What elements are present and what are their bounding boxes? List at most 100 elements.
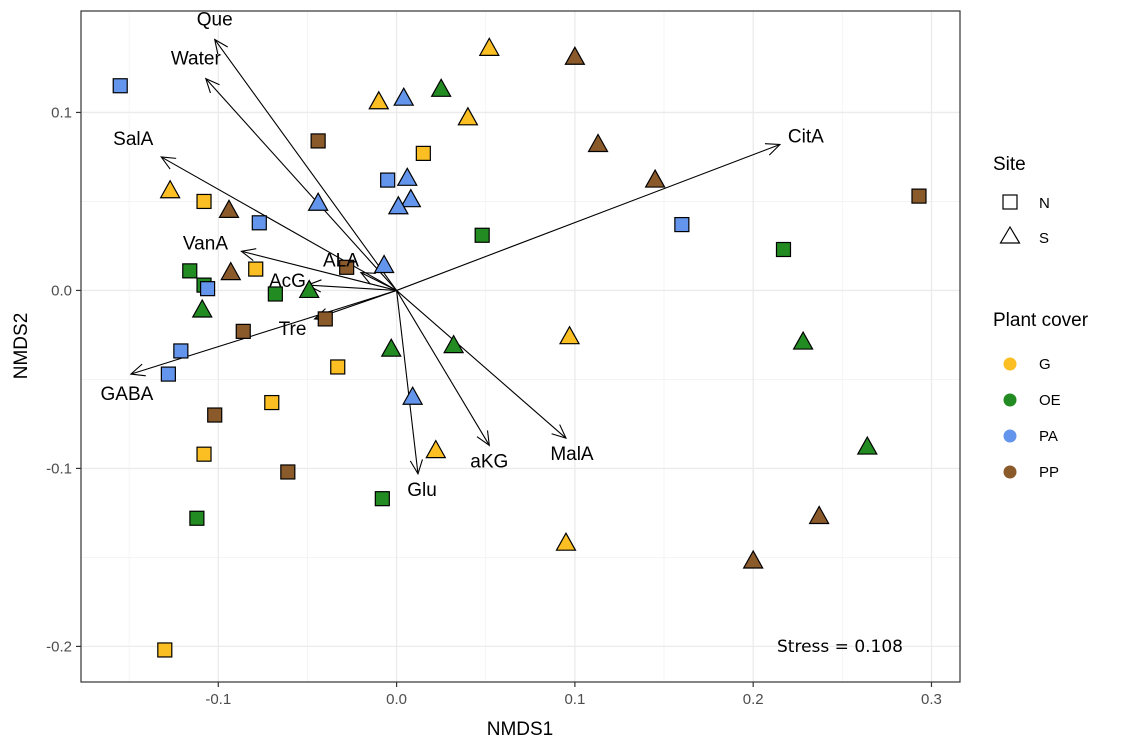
axis-ticks: -0.1 0.0 0.1 0.2 0.3 -0.2 -0.1 0.0 0.1 [46,104,942,708]
point-triangle [220,261,242,281]
vector-arrow [360,272,397,291]
point-square [251,215,267,231]
point-square [674,216,690,233]
point-triangle [555,531,577,551]
legend: Site N S Plant cover G OE PA PP [993,154,1089,481]
point-triangle [478,37,500,56]
point-square [173,343,189,359]
panel-border [80,10,961,683]
y-tick-label: -0.2 [46,638,72,655]
vector-label: Water [171,49,222,70]
point-square [339,259,355,275]
point-square [160,366,176,382]
legend-dot-pp [1003,465,1017,479]
legend-square-icon [1002,194,1018,210]
legend-dot-pa [1003,429,1017,443]
point-square [911,188,927,204]
vector-label: GABA [101,384,154,405]
point-square [317,311,333,327]
vector-label: SalA [113,129,153,150]
point-square [248,261,264,277]
vector-label: MalA [550,444,594,465]
point-triangle [191,298,213,318]
point-square [374,491,390,507]
point-triangle [380,337,402,357]
legend-site-n: N [1039,195,1050,212]
vector-arrow [396,290,419,474]
vector-arrow [130,289,397,375]
legend-cover-oe: OE [1039,392,1061,409]
vector-arrow [214,39,398,291]
vector-arrowhead [409,459,423,476]
vector-arrowhead [764,143,782,156]
point-square [380,172,396,188]
vector-arrowhead [213,38,228,55]
vector-label: CitA [788,126,824,147]
y-tick-label: -0.1 [46,460,72,477]
vector-arrow [307,284,397,291]
vector-arrowhead [204,77,220,94]
x-tick-label: -0.1 [205,691,231,708]
legend-dot-g [1003,357,1017,371]
point-triangle [368,90,390,110]
point-square [157,642,173,658]
legend-dot-oe [1003,393,1017,407]
point-triangle [644,168,666,188]
y-tick-label: 0.0 [51,282,72,299]
vector-label: Que [197,9,233,30]
point-square [474,227,490,243]
vector-arrow [396,143,781,291]
vector-label: Glu [407,480,437,501]
x-tick-label: 0.0 [386,691,407,708]
point-triangle [393,86,415,106]
point-square [196,446,212,462]
point-triangle [443,334,465,354]
point-square [196,193,212,210]
y-tick-label: 0.1 [51,104,72,121]
vector-arrow [205,78,397,291]
vector-label: AcG [269,271,306,292]
point-square [310,133,326,149]
point-triangle [159,179,181,199]
vector-label: VanA [183,233,228,254]
vector-arrowhead [240,248,257,261]
env-vectors [129,38,782,476]
point-triangle [298,279,320,299]
legend-cover-pa: PA [1039,428,1058,445]
point-triangle [373,254,395,274]
point-square [182,263,198,279]
point-triangle [396,167,418,186]
x-tick-label: 0.1 [564,691,585,708]
vector-arrowhead [160,156,177,170]
point-square [199,281,216,297]
vector-arrow [396,290,490,446]
vector-label: Tre [279,319,307,340]
legend-triangle-icon [999,225,1021,244]
point-square [235,323,251,339]
point-triangle [457,106,479,126]
legend-site-s: S [1039,230,1049,247]
point-triangle [307,191,329,211]
vector-label: aKG [470,451,508,472]
plot-grid [81,11,960,682]
legend-site-title: Site [993,154,1026,175]
point-triangle [425,439,447,459]
sample-points [112,37,927,658]
point-triangle [430,78,452,97]
legend-cover-g: G [1039,356,1051,373]
vector-arrow [160,156,397,291]
point-square [415,145,431,161]
vector-arrowhead [476,430,490,447]
stress-annotation: Stress = 0.108 [777,637,903,657]
point-square [330,359,346,375]
point-triangle [792,330,814,350]
point-triangle [400,188,422,208]
point-triangle [402,385,424,405]
point-square [267,286,283,302]
point-triangle [856,435,878,455]
vector-arrowhead [359,272,376,285]
point-square [280,464,296,480]
point-square [207,407,223,423]
